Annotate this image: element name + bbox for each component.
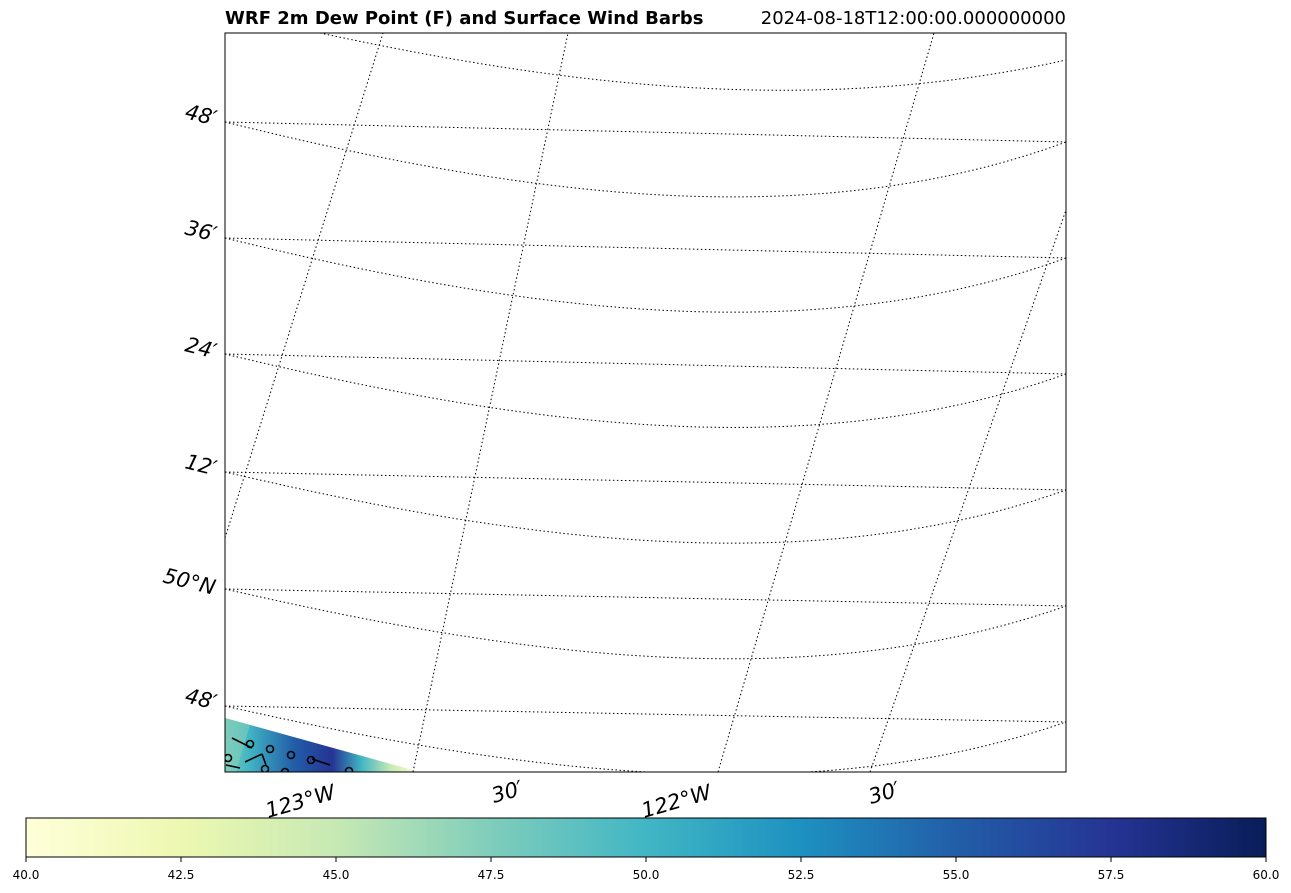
wind-barb-calm [286,750,296,760]
colorbar-gradient [26,818,1266,857]
longitude-labels: 123°W 30′ 122°W 30′ [263,776,903,823]
latitude-gridlines-tilted [225,33,1066,772]
wind-barb-calm [344,766,354,772]
latitude-labels: 48′ 36′ 24′ 12′ 50°N 48′ [161,100,220,715]
colorbar-tick-label: 60.0 [1253,868,1280,882]
lon-label: 123°W [263,780,339,823]
colorbar-tick-label: 57.5 [1098,868,1125,882]
colorbar: 40.0 42.5 45.0 47.5 50.0 52.5 55.0 57.5 60.0 [13,817,1280,882]
wind-barb [244,753,263,763]
wind-barb [231,737,253,749]
latitude-gridlines [225,121,1066,723]
valid-time: 2024-08-18T12:00:00.000000000 [761,8,1066,29]
colorbar-tick-label: 50.0 [633,868,660,882]
wind-barbs [225,737,354,772]
wind-barb-calm [260,764,270,772]
lat-label: 36′ [183,216,220,247]
colorbar-tick-label: 47.5 [478,868,505,882]
map-plot-area [225,33,1066,772]
map-title: WRF 2m Dew Point (F) and Surface Wind Ba… [225,8,704,29]
dewpoint-field [225,718,420,772]
wind-barb [225,764,241,769]
wind-barb [311,758,331,766]
wind-barb-calm [245,739,255,749]
lon-label: 122°W [639,780,715,823]
colorbar-tick-label: 42.5 [168,868,195,882]
colorbar-tick-label: 55.0 [943,868,970,882]
lon-label: 30′ [866,777,903,809]
colorbar-tick-label: 52.5 [788,868,815,882]
colorbar-tick-label: 45.0 [323,868,350,882]
lat-label: 50°N [161,564,218,600]
wind-barb-calm [225,753,233,763]
map-frame [224,32,1067,773]
wind-barb-calm [265,744,275,754]
lat-label: 24′ [183,333,220,364]
colorbar-ticks: 40.0 42.5 45.0 47.5 50.0 52.5 55.0 57.5 60.0 [13,857,1280,882]
lat-label: 48′ [183,100,220,131]
lat-label: 12′ [183,450,220,481]
lat-label: 48′ [183,684,220,715]
wind-barb-calm [280,767,290,772]
longitude-gridlines [225,33,1066,772]
colorbar-tick-label: 40.0 [13,868,40,882]
wind-barb [261,753,267,766]
lon-label: 30′ [489,776,526,808]
